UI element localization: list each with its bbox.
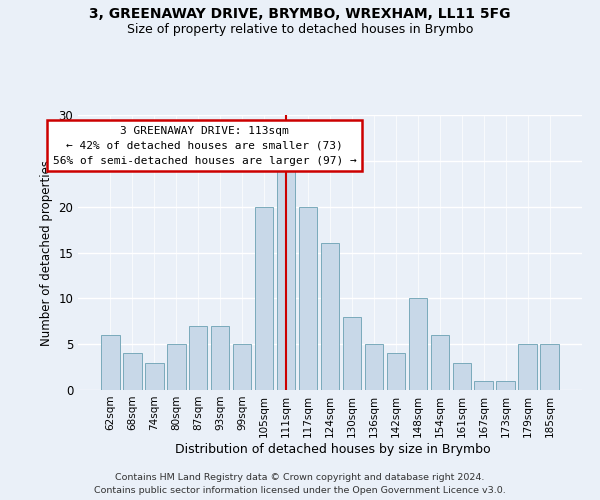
Bar [365, 344, 383, 390]
Bar [145, 362, 164, 390]
Bar [541, 344, 559, 390]
Bar [496, 381, 515, 390]
Bar [189, 326, 208, 390]
Y-axis label: Number of detached properties: Number of detached properties [40, 160, 53, 346]
Bar [431, 335, 449, 390]
Bar [167, 344, 185, 390]
Text: 3 GREENAWAY DRIVE: 113sqm
← 42% of detached houses are smaller (73)
56% of semi-: 3 GREENAWAY DRIVE: 113sqm ← 42% of detac… [53, 126, 356, 166]
Bar [101, 335, 119, 390]
Text: 3, GREENAWAY DRIVE, BRYMBO, WREXHAM, LL11 5FG: 3, GREENAWAY DRIVE, BRYMBO, WREXHAM, LL1… [89, 8, 511, 22]
Bar [343, 316, 361, 390]
Bar [123, 354, 142, 390]
Text: Contains HM Land Registry data © Crown copyright and database right 2024.: Contains HM Land Registry data © Crown c… [115, 472, 485, 482]
Bar [518, 344, 537, 390]
Bar [386, 354, 405, 390]
Bar [299, 206, 317, 390]
Bar [211, 326, 229, 390]
Bar [475, 381, 493, 390]
Bar [452, 362, 471, 390]
Text: Contains public sector information licensed under the Open Government Licence v3: Contains public sector information licen… [94, 486, 506, 495]
Bar [233, 344, 251, 390]
Bar [255, 206, 274, 390]
Bar [277, 170, 295, 390]
Text: Size of property relative to detached houses in Brymbo: Size of property relative to detached ho… [127, 22, 473, 36]
Bar [409, 298, 427, 390]
Text: Distribution of detached houses by size in Brymbo: Distribution of detached houses by size … [175, 442, 491, 456]
Bar [320, 244, 340, 390]
